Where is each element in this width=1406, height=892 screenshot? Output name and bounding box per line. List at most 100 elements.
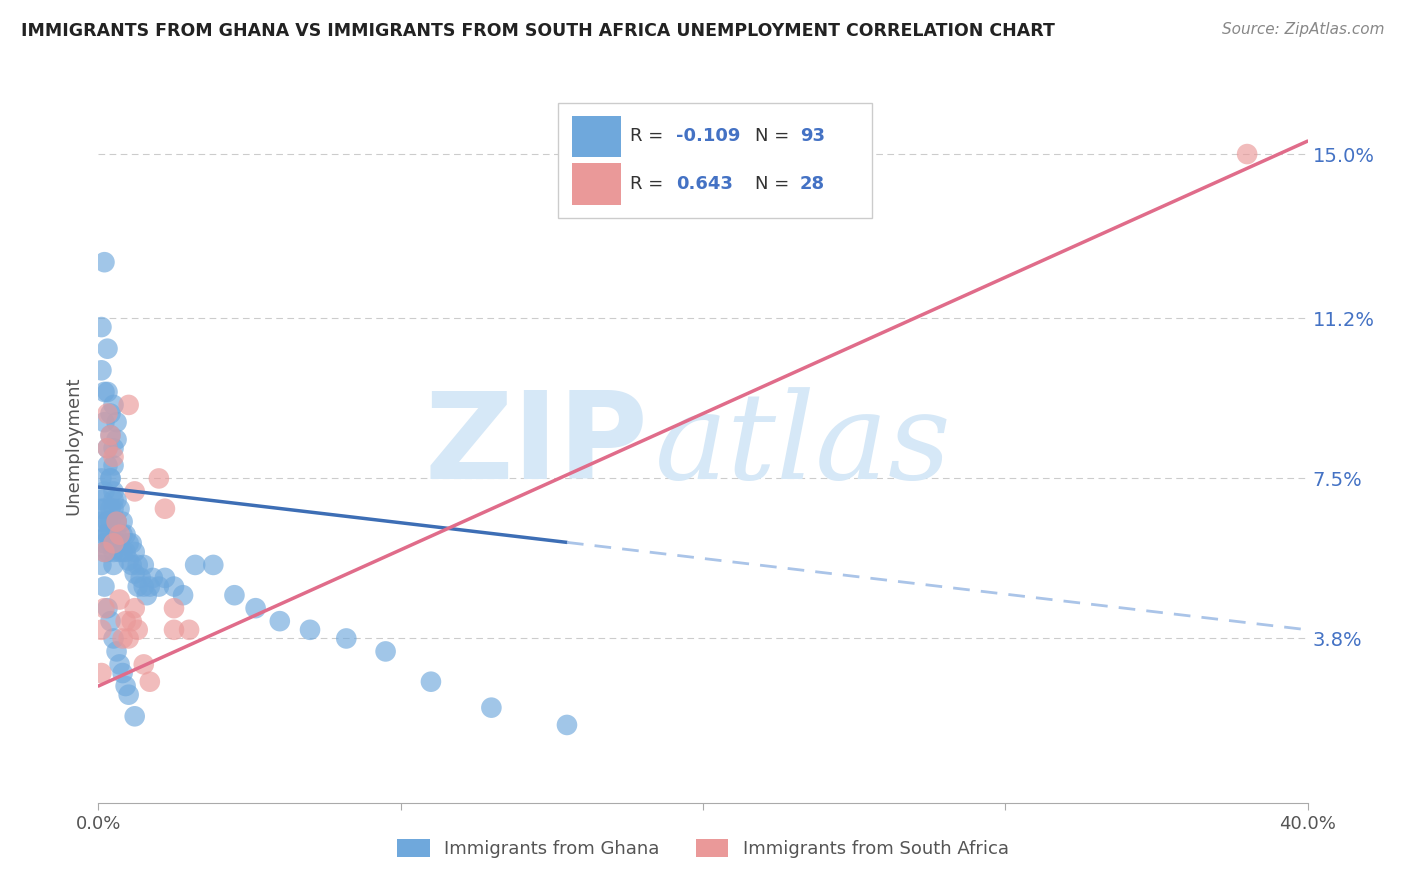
Text: N =: N = [755, 175, 794, 193]
Point [96, 601, 118, 615]
Point [96, 527, 118, 541]
Point [100, 428, 122, 442]
Y-axis label: Unemployment: Unemployment [65, 376, 83, 516]
Point [93, 484, 115, 499]
Point [105, 515, 128, 529]
Point [179, 623, 201, 637]
Point [93, 384, 115, 399]
Point [114, 545, 136, 559]
Point [481, 700, 503, 714]
Point [132, 558, 155, 572]
Point [111, 545, 134, 559]
Point [108, 536, 131, 550]
Point [111, 666, 134, 681]
Point [96, 384, 118, 399]
Point [96, 441, 118, 455]
Point [111, 632, 134, 646]
Point [103, 441, 125, 455]
Point [163, 601, 186, 615]
Point [111, 515, 134, 529]
Point [108, 501, 131, 516]
Point [100, 527, 122, 541]
Point [269, 614, 291, 628]
Point [114, 527, 136, 541]
Point [114, 614, 136, 628]
Text: R =: R = [630, 128, 669, 145]
Point [93, 255, 115, 269]
Point [103, 558, 125, 572]
Point [96, 441, 118, 455]
Text: 93: 93 [800, 128, 825, 145]
Point [90, 493, 112, 508]
Point [105, 515, 128, 529]
Point [224, 588, 246, 602]
Point [96, 515, 118, 529]
Point [374, 644, 396, 658]
Point [103, 484, 125, 499]
Point [90, 320, 112, 334]
Point [163, 580, 186, 594]
Point [121, 536, 143, 550]
Point [105, 644, 128, 658]
Point [103, 450, 125, 464]
Point [118, 688, 141, 702]
Point [108, 527, 131, 541]
Point [118, 536, 141, 550]
Point [148, 580, 170, 594]
Legend: Immigrants from Ghana, Immigrants from South Africa: Immigrants from Ghana, Immigrants from S… [389, 831, 1017, 865]
Text: atlas: atlas [655, 387, 952, 505]
Bar [572, 116, 621, 157]
Point [118, 632, 141, 646]
Point [124, 545, 146, 559]
Point [103, 545, 125, 559]
Point [100, 407, 122, 421]
Point [299, 623, 322, 637]
Point [105, 493, 128, 508]
Point [96, 458, 118, 473]
Point [93, 415, 115, 429]
Point [118, 553, 141, 567]
Point [148, 471, 170, 485]
Point [105, 415, 128, 429]
Point [127, 580, 149, 594]
Point [132, 657, 155, 672]
Text: R =: R = [630, 175, 669, 193]
Point [96, 527, 118, 541]
Point [103, 536, 125, 550]
Point [1236, 147, 1258, 161]
Point [93, 580, 115, 594]
Point [90, 515, 112, 529]
Text: Source: ZipAtlas.com: Source: ZipAtlas.com [1222, 22, 1385, 37]
Point [103, 493, 125, 508]
Point [103, 458, 125, 473]
Point [100, 501, 122, 516]
Point [100, 536, 122, 550]
Point [93, 536, 115, 550]
Point [90, 558, 112, 572]
Point [124, 484, 146, 499]
Point [105, 515, 128, 529]
Point [118, 398, 141, 412]
Point [121, 614, 143, 628]
Point [90, 623, 112, 637]
Point [108, 545, 131, 559]
Text: -0.109: -0.109 [676, 128, 741, 145]
Point [96, 515, 118, 529]
Text: IMMIGRANTS FROM GHANA VS IMMIGRANTS FROM SOUTH AFRICA UNEMPLOYMENT CORRELATION C: IMMIGRANTS FROM GHANA VS IMMIGRANTS FROM… [21, 22, 1054, 40]
Point [100, 471, 122, 485]
Point [555, 718, 578, 732]
Point [100, 471, 122, 485]
Point [163, 623, 186, 637]
Bar [572, 163, 621, 205]
Text: 28: 28 [800, 175, 825, 193]
Point [108, 592, 131, 607]
Point [114, 679, 136, 693]
Point [103, 632, 125, 646]
Point [184, 558, 207, 572]
Point [135, 588, 157, 602]
Point [172, 588, 194, 602]
Text: ZIP: ZIP [425, 387, 648, 505]
Point [90, 363, 112, 377]
Point [96, 342, 118, 356]
Point [245, 601, 267, 615]
